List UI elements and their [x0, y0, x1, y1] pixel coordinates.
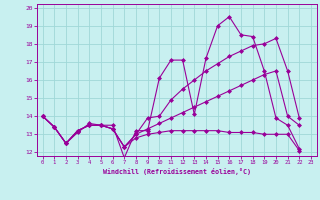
X-axis label: Windchill (Refroidissement éolien,°C): Windchill (Refroidissement éolien,°C): [103, 168, 251, 175]
